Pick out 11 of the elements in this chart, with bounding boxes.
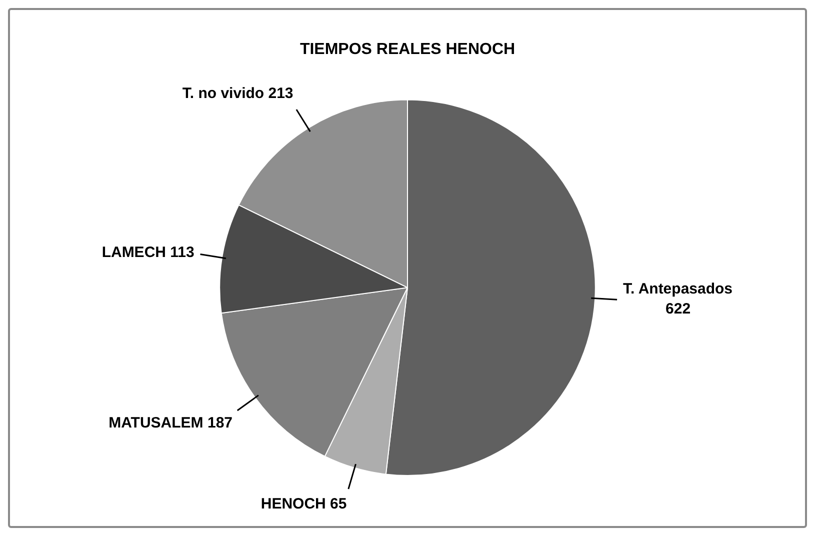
slice-label: T. Antepasados <box>623 280 733 298</box>
data-label: 622 <box>666 300 691 318</box>
data-label: 65 <box>330 495 347 512</box>
data-label: 187 <box>207 414 233 432</box>
data-label: 213 <box>268 85 294 102</box>
chart-title: TIEMPOS REALES HENOCH <box>300 41 516 58</box>
data-label: 113 <box>170 244 194 261</box>
slice-label: HENOCH <box>260 495 326 512</box>
slice-label: MATUSALEM <box>108 414 204 432</box>
slice-label: T. no vivido <box>182 85 264 102</box>
slice-label: LAMECH <box>102 244 166 261</box>
